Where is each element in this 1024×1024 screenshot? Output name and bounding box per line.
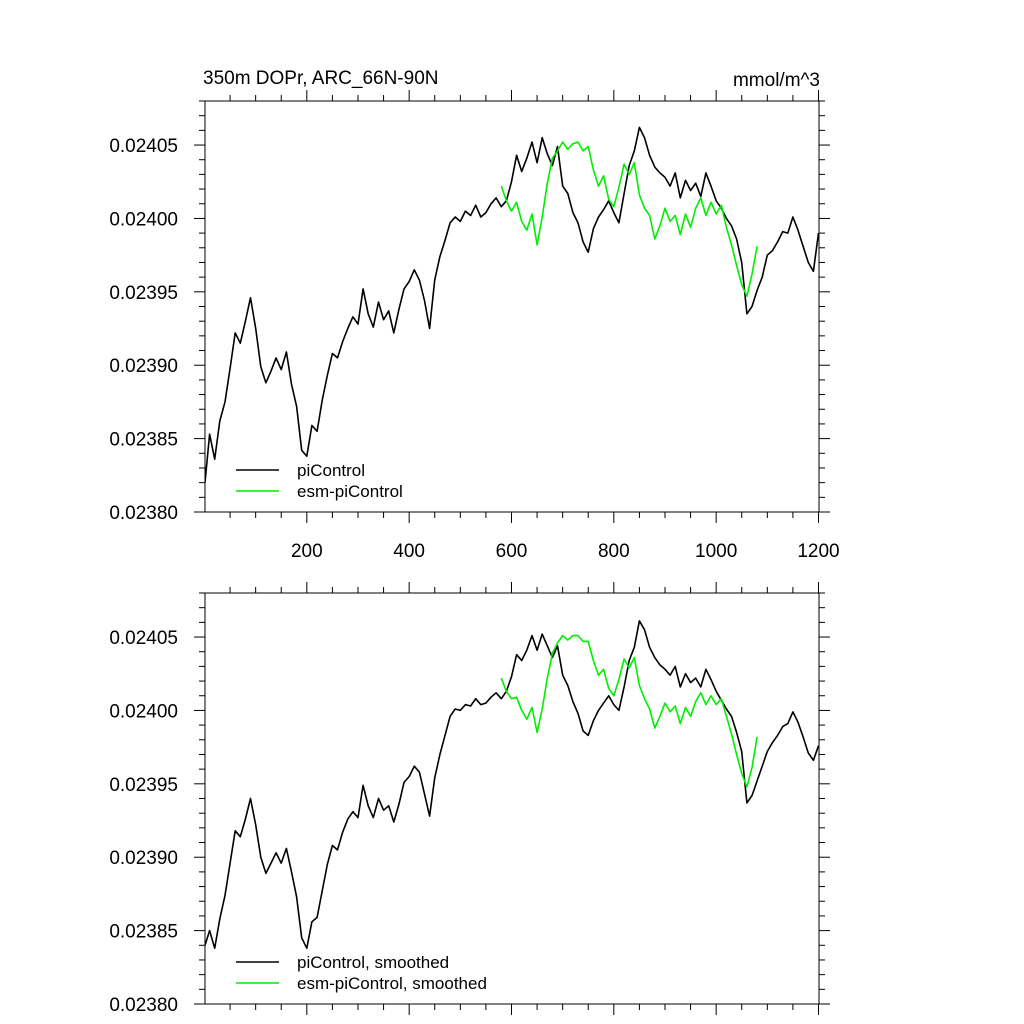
series-line-picontrol xyxy=(205,620,819,950)
legend-label: esm-piControl xyxy=(297,482,403,501)
legend-label: piControl xyxy=(297,461,365,480)
axis-ticks xyxy=(194,582,830,1015)
y-tick-label: 0.02380 xyxy=(109,995,178,1016)
series-line-picontrol xyxy=(205,126,819,483)
plot-frame xyxy=(204,592,820,1005)
y-tick-label: 0.02405 xyxy=(109,136,178,157)
bottom-panel: 0.02380 0.02385 0.02390 0.02395 0.02400 0.024… xyxy=(109,582,830,1016)
y-tick-label: 0.02390 xyxy=(109,356,178,377)
y-tick-label: 0.02395 xyxy=(109,283,178,304)
plot-frame xyxy=(204,100,820,513)
series-line-esm-picontrol xyxy=(500,141,758,298)
y-tick-label: 0.02385 xyxy=(109,430,178,451)
units-label: mmol/m^3 xyxy=(733,70,820,91)
y-tick-label: 0.02400 xyxy=(109,209,178,230)
legend-label: piControl, smoothed xyxy=(297,953,449,972)
x-tick-label: 400 xyxy=(393,541,425,562)
x-tick-label: 800 xyxy=(598,541,630,562)
legend: piControl, smoothed esm-piControl, smooth… xyxy=(236,953,487,993)
y-tick-label: 0.02380 xyxy=(109,503,178,524)
chart-title: 350m DOPr, ARC_66N-90N xyxy=(203,68,439,89)
top-panel: 0.02380 0.02385 0.02390 0.02395 0.02400 0.024… xyxy=(109,90,840,562)
series-line-esm-picontrol xyxy=(500,634,758,788)
y-tick-label: 0.02395 xyxy=(109,775,178,796)
x-tick-label: 1200 xyxy=(797,541,839,562)
y-tick-label: 0.02385 xyxy=(109,922,178,943)
y-tick-label: 0.02390 xyxy=(109,848,178,869)
axis-ticks xyxy=(194,90,830,523)
y-tick-label: 0.02400 xyxy=(109,701,178,722)
legend-label: esm-piControl, smoothed xyxy=(297,974,487,993)
legend: piControl esm-piControl xyxy=(236,461,403,501)
y-tick-label: 0.02405 xyxy=(109,628,178,649)
x-tick-label: 600 xyxy=(496,541,528,562)
x-tick-label: 200 xyxy=(291,541,323,562)
x-tick-label: 1000 xyxy=(695,541,737,562)
